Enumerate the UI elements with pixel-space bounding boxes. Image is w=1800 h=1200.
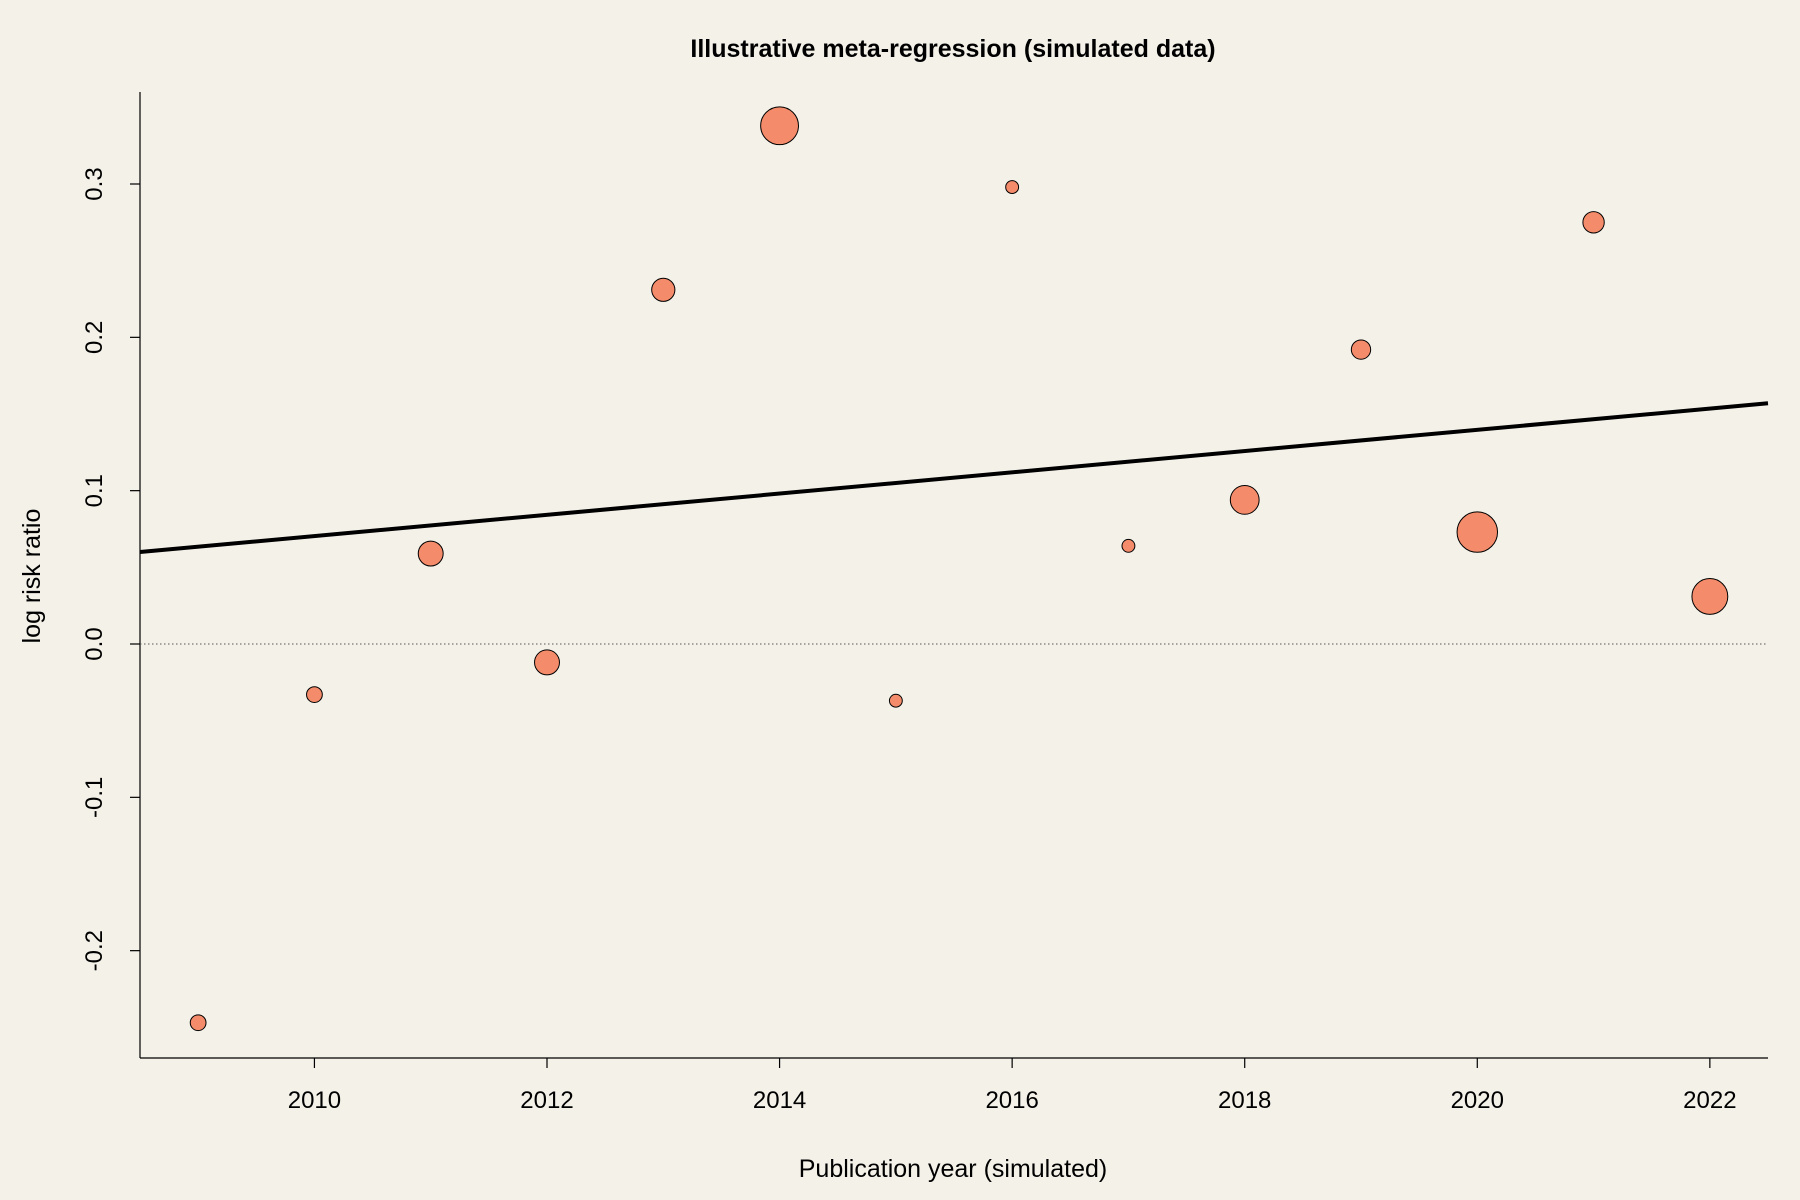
x-tick-label-2012: 2012 (520, 1087, 573, 1114)
x-tick-label-2014: 2014 (753, 1087, 806, 1114)
data-point-2022 (1691, 578, 1729, 615)
data-point-2016 (1005, 180, 1020, 195)
data-point-2010 (306, 686, 323, 703)
data-point-2014 (760, 106, 799, 146)
data-point-2012 (534, 649, 560, 676)
data-point-2020 (1456, 511, 1499, 553)
data-point-2009 (189, 1014, 207, 1032)
data-point-2021 (1582, 211, 1605, 234)
x-tick-label-2010: 2010 (288, 1087, 341, 1114)
y-tick-label-0: -0.2 (81, 930, 108, 971)
y-tick-label-5: 0.3 (81, 167, 108, 200)
y-tick-label-3: 0.1 (81, 474, 108, 507)
x-axis-label: Publication year (simulated) (799, 1155, 1107, 1183)
x-tick-label-2020: 2020 (1451, 1087, 1504, 1114)
data-point-2019 (1350, 339, 1372, 360)
x-tick-label-2018: 2018 (1218, 1087, 1271, 1114)
regression-line-layer (139, 401, 1769, 554)
data-point-2017 (1121, 538, 1136, 553)
chart-title: Illustrative meta-regression (simulated … (690, 35, 1215, 63)
y-tick-label-1: -0.1 (81, 777, 108, 818)
x-tick-label-2016: 2016 (985, 1087, 1038, 1114)
x-tick-label-2022: 2022 (1683, 1087, 1736, 1114)
data-points-layer (189, 106, 1729, 1032)
x-ticks-layer: 2010 2012 2014 2016 2018 2020 2022 (288, 1058, 1737, 1114)
data-point-2011 (417, 540, 444, 567)
regression-line (139, 401, 1769, 554)
data-point-2013 (651, 277, 676, 302)
data-point-2018 (1229, 484, 1260, 515)
y-axis-label: log risk ratio (18, 509, 46, 644)
y-ticks-layer: -0.2 -0.1 0.0 0.1 0.2 0.3 (81, 167, 140, 971)
data-point-2015 (888, 693, 903, 708)
y-tick-label-4: 0.2 (81, 321, 108, 354)
y-tick-label-2: 0.0 (81, 627, 108, 660)
